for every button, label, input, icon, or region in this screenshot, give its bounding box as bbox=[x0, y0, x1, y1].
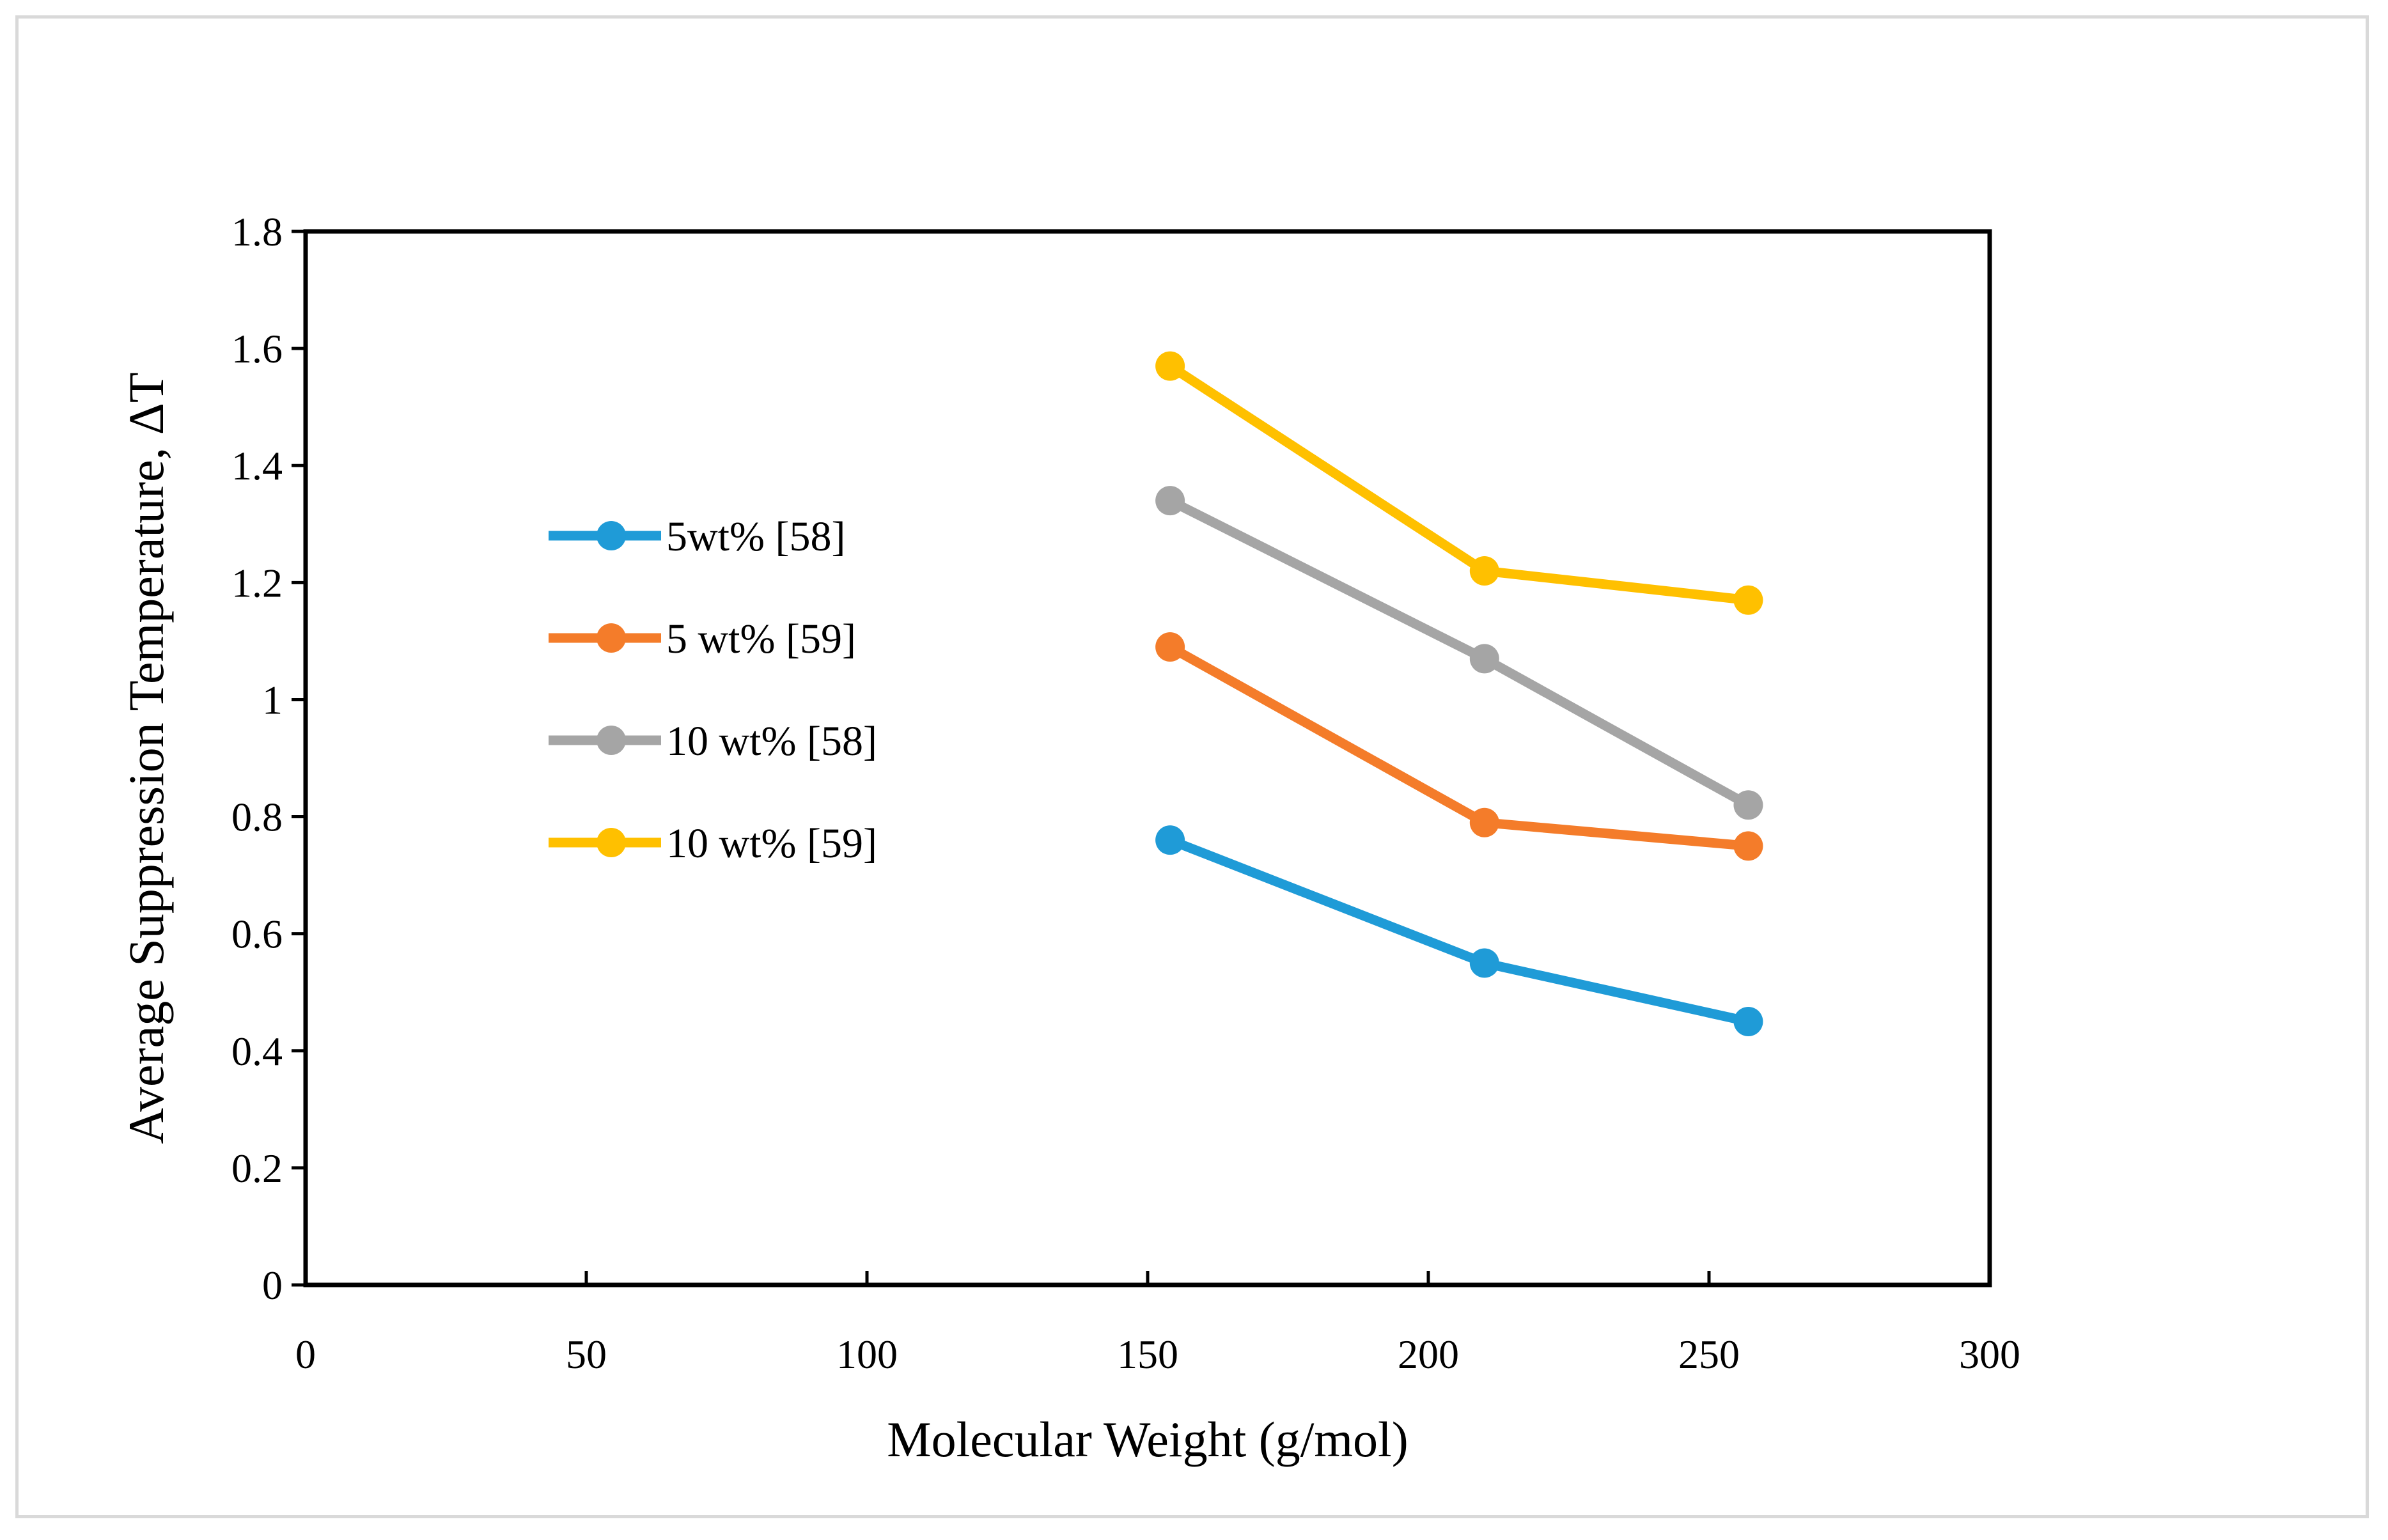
y-tick-label: 1.4 bbox=[231, 443, 283, 488]
legend-marker bbox=[597, 623, 626, 653]
series-line bbox=[1165, 361, 1753, 605]
data-point bbox=[1155, 825, 1185, 855]
y-tick-label: 0.6 bbox=[231, 912, 283, 957]
data-point bbox=[1469, 807, 1499, 837]
y-tick-label: 1.8 bbox=[231, 209, 283, 254]
legend-label: 10 wt% [58] bbox=[666, 718, 877, 765]
legend-label: 5 wt% [59] bbox=[666, 616, 856, 662]
x-tick-label: 50 bbox=[566, 1332, 607, 1377]
x-tick-label: 300 bbox=[1959, 1332, 2020, 1377]
series-line bbox=[1165, 642, 1753, 851]
legend-label: 5wt% [58] bbox=[666, 513, 845, 560]
data-point bbox=[1155, 486, 1185, 516]
x-tick-label: 150 bbox=[1117, 1332, 1178, 1377]
data-point bbox=[1469, 644, 1499, 674]
y-tick-label: 0.8 bbox=[231, 795, 283, 840]
x-axis-title: Molecular Weight (g/mol) bbox=[887, 1412, 1408, 1467]
x-axis-ticks: 0 50 100 150 200 250 300 bbox=[295, 1271, 2020, 1377]
legend-label: 10 wt% [59] bbox=[666, 820, 877, 867]
y-tick-label: 1.6 bbox=[231, 326, 283, 371]
series-line bbox=[1165, 495, 1753, 810]
y-tick-label: 0.4 bbox=[231, 1029, 283, 1074]
data-point bbox=[1155, 632, 1185, 662]
data-point bbox=[1469, 556, 1499, 586]
data-point bbox=[1733, 1007, 1763, 1036]
x-tick-label: 250 bbox=[1678, 1332, 1740, 1377]
y-tick-label: 0 bbox=[262, 1263, 283, 1308]
data-point bbox=[1469, 948, 1499, 978]
x-tick-label: 200 bbox=[1398, 1332, 1459, 1377]
x-tick-label: 100 bbox=[836, 1332, 898, 1377]
data-point bbox=[1733, 585, 1763, 615]
y-axis-title: Average Suppression Temperature, ΔT bbox=[118, 372, 174, 1144]
y-axis-ticks: 0 0.2 0.4 0.6 0.8 1 1.2 1.4 1.6 1.8 bbox=[231, 209, 306, 1308]
y-tick-label: 0.2 bbox=[231, 1146, 283, 1191]
data-point bbox=[1155, 351, 1185, 381]
series-layer bbox=[1155, 351, 1763, 1036]
chart-frame bbox=[15, 15, 2369, 1518]
data-point bbox=[1733, 831, 1763, 861]
legend-marker bbox=[597, 828, 626, 857]
legend: 5wt% [58] 5 wt% [59] 10 wt% [58] 10 wt% [59… bbox=[549, 513, 877, 867]
legend-marker bbox=[597, 726, 626, 755]
plot-area-border bbox=[303, 229, 1992, 1287]
data-point bbox=[1733, 790, 1763, 820]
legend-marker bbox=[597, 521, 626, 550]
y-tick-label: 1 bbox=[262, 677, 283, 722]
x-tick-label: 0 bbox=[295, 1332, 316, 1377]
series-line bbox=[1165, 835, 1753, 1027]
y-tick-label: 1.2 bbox=[231, 560, 283, 605]
